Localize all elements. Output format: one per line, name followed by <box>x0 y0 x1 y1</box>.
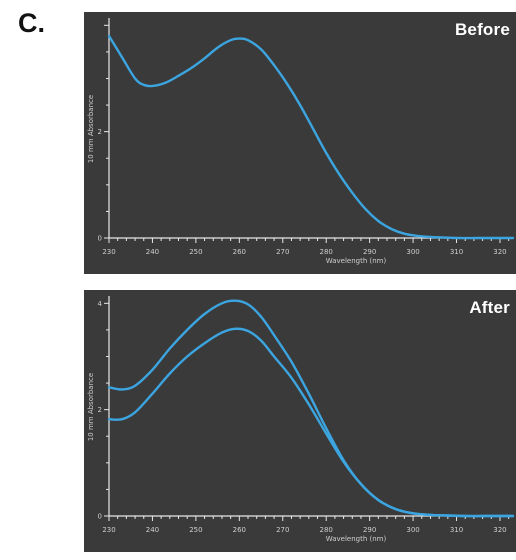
after-x-tick-label: 240 <box>146 526 159 534</box>
after-x-tick-label: 270 <box>276 526 289 534</box>
after-chart-panel: 230 240 250 260 270 280 290 300 310 320 0 2 4 Wavelen… <box>84 290 516 552</box>
before-x-tick-label: 280 <box>320 248 333 256</box>
figure-label: C. <box>18 8 45 38</box>
after-y-tick-label: 2 <box>98 406 102 414</box>
before-x-tick-label: 230 <box>102 248 115 256</box>
before-x-tick-label: 300 <box>406 248 419 256</box>
before-x-tick-label: 240 <box>146 248 159 256</box>
before-series-1-line <box>107 34 515 240</box>
before-x-axis-title: Wavelength (nm) <box>326 257 387 265</box>
after-y-axis-title: 10 mm Absorbance <box>87 373 95 441</box>
after-x-tick-label: 310 <box>450 526 463 534</box>
after-chart-title: After <box>469 298 510 317</box>
after-x-tick-label: 320 <box>493 526 506 534</box>
before-chart-panel: 230 240 250 260 270 280 290 300 310 320 0 2 Waveleng… <box>84 12 516 274</box>
after-x-tick-label: 290 <box>363 526 376 534</box>
before-x-tick-label: 270 <box>276 248 289 256</box>
after-x-axis-title: Wavelength (nm) <box>326 535 387 543</box>
before-y-tick-label: 2 <box>98 128 102 136</box>
before-x-tick-label: 290 <box>363 248 376 256</box>
before-y-tick-label: 0 <box>98 235 102 243</box>
before-chart-title: Before <box>454 20 510 39</box>
after-x-tick-label: 300 <box>406 526 419 534</box>
before-x-tick-label: 310 <box>450 248 463 256</box>
after-y-tick-label: 0 <box>98 513 102 521</box>
after-chart: 230 240 250 260 270 280 290 300 310 320 0 2 4 Wavelen… <box>87 296 515 543</box>
after-x-tick-label: 280 <box>320 526 333 534</box>
before-x-tick-label: 250 <box>189 248 202 256</box>
before-chart: 230 240 250 260 270 280 290 300 310 320 0 2 Waveleng… <box>87 18 515 265</box>
after-x-tick-label: 230 <box>102 526 115 534</box>
after-y-tick-label: 4 <box>98 300 103 308</box>
before-x-tick-label: 260 <box>233 248 246 256</box>
before-y-axis-title: 10 mm Absorbance <box>87 95 95 163</box>
after-x-tick-label: 250 <box>189 526 202 534</box>
before-x-tick-label: 320 <box>493 248 506 256</box>
after-series-2-line <box>107 327 515 518</box>
after-x-tick-label: 260 <box>233 526 246 534</box>
